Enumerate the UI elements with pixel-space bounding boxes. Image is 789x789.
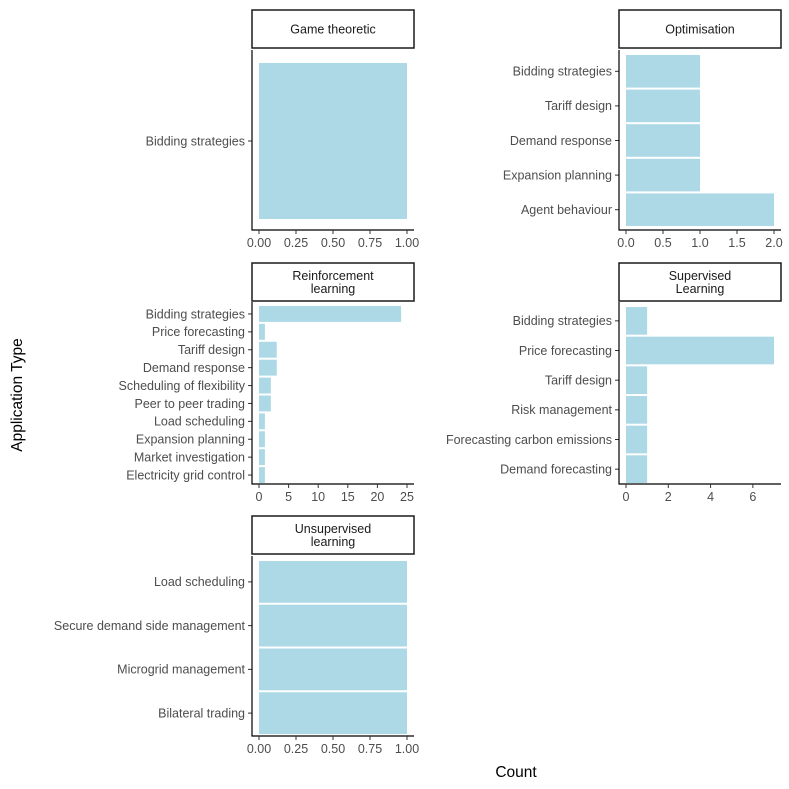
- bar: [259, 306, 402, 322]
- x-tick-label: 5: [285, 490, 292, 504]
- x-tick-label: 1.0: [691, 236, 708, 250]
- facet-panel: Optimisation Bidding strategies Tariff des…: [503, 9, 783, 250]
- category-label: Bidding strategies: [146, 307, 245, 321]
- category-label: Scheduling of flexibility: [119, 379, 246, 393]
- x-tick-label: 0.75: [358, 236, 382, 250]
- category-label: Price forecasting: [519, 344, 612, 358]
- category-label: Tariff design: [178, 343, 245, 357]
- facet-strip: [618, 9, 782, 49]
- bar: [259, 467, 265, 483]
- category-label: Microgrid management: [117, 663, 245, 677]
- bar: [259, 604, 407, 647]
- category-label: Agent behaviour: [521, 203, 612, 217]
- category-label: Expansion planning: [136, 433, 245, 447]
- bar: [259, 395, 271, 412]
- facet-strip: [251, 9, 415, 49]
- category-label: Secure demand side management: [54, 619, 246, 633]
- category-label: Bilateral trading: [158, 706, 245, 720]
- bar: [626, 124, 700, 157]
- facet-title: Unsupervised: [295, 522, 371, 536]
- bar: [259, 341, 277, 358]
- x-tick-label: 0.50: [321, 236, 345, 250]
- facet-title: Supervised: [669, 269, 732, 283]
- category-label: Bidding strategies: [513, 65, 612, 79]
- x-tick-label: 1.5: [728, 236, 745, 250]
- category-label: Bidding strategies: [513, 314, 612, 328]
- category-label: Demand response: [510, 134, 612, 148]
- bar: [626, 366, 648, 394]
- category-label: Bidding strategies: [146, 134, 245, 148]
- category-label: Risk management: [511, 403, 612, 417]
- bar: [259, 648, 407, 691]
- category-label: Forecasting carbon emissions: [446, 433, 612, 447]
- bar: [259, 359, 277, 376]
- category-label: Price forecasting: [152, 325, 245, 339]
- x-axis-title: Count: [495, 764, 537, 781]
- x-tick-label: 0.50: [321, 742, 345, 756]
- x-tick-label: 25: [400, 490, 414, 504]
- bar: [259, 63, 407, 219]
- bar: [259, 449, 265, 466]
- x-tick-label: 6: [749, 490, 756, 504]
- x-tick-label: 0.25: [284, 236, 308, 250]
- bar: [626, 89, 700, 123]
- category-label: Demand forecasting: [500, 462, 612, 476]
- y-axis-title: Application Type: [9, 338, 26, 451]
- category-label: Tariff design: [545, 373, 612, 387]
- facet-panel: Game theoretic Bidding strategies 0.00 0.25…: [146, 9, 419, 250]
- facet-title: learning: [311, 535, 356, 549]
- category-label: Tariff design: [545, 99, 612, 113]
- facet-strip: [251, 262, 415, 302]
- facet-strip: [251, 515, 415, 555]
- category-label: Expansion planning: [503, 168, 612, 182]
- x-tick-label: 1.00: [395, 742, 419, 756]
- x-tick-label: 0.25: [284, 742, 308, 756]
- facet-strip: [618, 262, 782, 302]
- x-tick-label: 15: [341, 490, 355, 504]
- bar: [626, 455, 648, 483]
- facet-title: Optimisation: [665, 23, 735, 37]
- category-label: Load scheduling: [154, 575, 245, 589]
- bar: [626, 55, 700, 88]
- bar: [259, 377, 271, 394]
- category-label: Electricity grid control: [126, 468, 245, 482]
- bar: [626, 158, 700, 192]
- facet-title: Game theoretic: [290, 23, 375, 37]
- category-label: Market investigation: [134, 450, 245, 464]
- category-label: Demand response: [143, 361, 245, 375]
- bar: [626, 336, 774, 365]
- x-tick-label: 0.0: [617, 236, 634, 250]
- facet-title: Reinforcement: [292, 269, 374, 283]
- category-label: Peer to peer trading: [135, 397, 246, 411]
- bar: [626, 193, 774, 226]
- bar: [259, 692, 407, 734]
- x-tick-label: 0: [256, 490, 263, 504]
- x-tick-label: 0: [623, 490, 630, 504]
- bar: [259, 431, 265, 448]
- x-tick-label: 0.5: [654, 236, 671, 250]
- bar: [626, 425, 648, 454]
- bar: [259, 413, 265, 430]
- bar: [626, 307, 648, 335]
- x-tick-label: 20: [370, 490, 384, 504]
- x-tick-label: 0.00: [247, 236, 271, 250]
- bar: [259, 323, 265, 340]
- bar: [259, 561, 407, 603]
- x-tick-label: 4: [707, 490, 714, 504]
- bar: [626, 396, 648, 424]
- x-tick-label: 2.0: [765, 236, 782, 250]
- x-tick-label: 10: [311, 490, 325, 504]
- x-tick-label: 0.00: [247, 742, 271, 756]
- facet-title: Learning: [676, 282, 725, 296]
- category-label: Load scheduling: [154, 415, 245, 429]
- x-tick-label: 2: [665, 490, 672, 504]
- x-tick-label: 1.00: [395, 236, 419, 250]
- facet-title: learning: [311, 282, 356, 296]
- x-tick-label: 0.75: [358, 742, 382, 756]
